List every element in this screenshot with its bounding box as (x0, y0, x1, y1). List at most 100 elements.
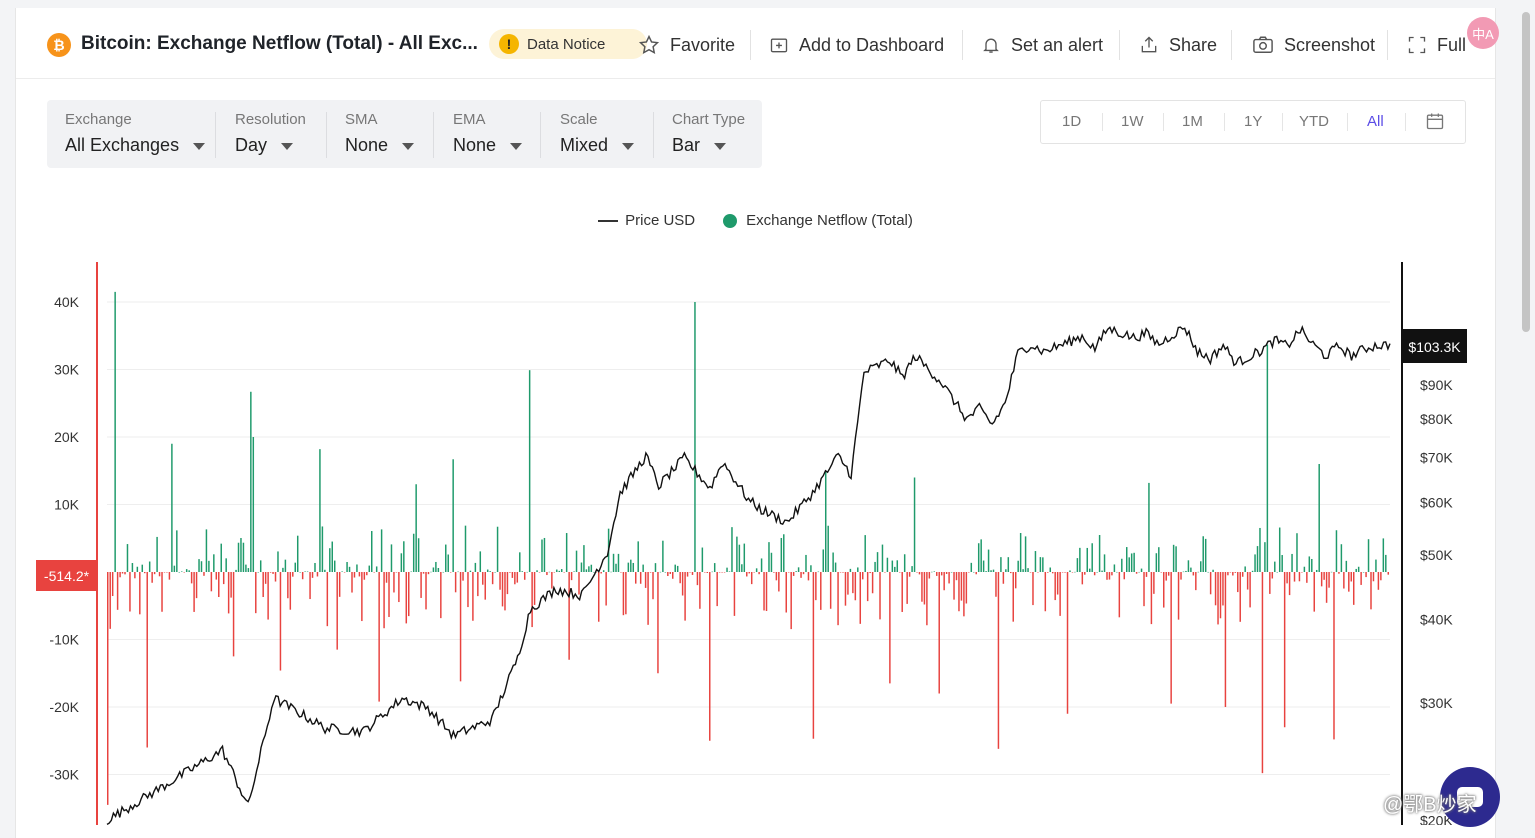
netflow-bar (1108, 572, 1111, 580)
netflow-bar (723, 572, 726, 573)
range-1w-button[interactable]: 1W (1121, 113, 1144, 130)
netflow-bar (304, 571, 306, 572)
chat-button[interactable] (1440, 767, 1500, 827)
netflow-bar (309, 572, 311, 600)
netflow-bar (854, 572, 857, 601)
netflow-bar (420, 572, 422, 598)
fullscreen-button[interactable]: Full (1407, 32, 1466, 58)
netflow-bar (1264, 542, 1266, 572)
netflow-bar (523, 572, 526, 580)
netflow-bar (250, 391, 252, 572)
netflow-bar (642, 564, 644, 572)
netflow-bar (1049, 567, 1051, 572)
netflow-bar (338, 572, 341, 597)
data-notice-button[interactable]: ! Data Notice (489, 29, 647, 59)
range-ytd-button[interactable]: YTD (1299, 113, 1329, 130)
legend-item-netflow[interactable]: Exchange Netflow (Total) (723, 212, 913, 229)
netflow-bar (679, 572, 681, 584)
range-1y-button[interactable]: 1Y (1244, 113, 1263, 130)
calendar-icon[interactable] (1425, 111, 1445, 131)
screenshot-button[interactable]: Screenshot (1252, 32, 1375, 58)
control-value: Day (235, 135, 268, 155)
legend-item-price[interactable]: Price USD (598, 212, 695, 229)
set-alert-button[interactable]: Set an alert (981, 32, 1103, 58)
netflow-bar (672, 572, 674, 579)
netflow-bar (408, 572, 410, 617)
netflow-bar (699, 572, 701, 609)
netflow-bar (1111, 572, 1113, 576)
netflow-bar (496, 526, 499, 572)
share-icon (1141, 36, 1157, 53)
range-all-button[interactable]: All (1367, 113, 1384, 130)
netflow-bar (541, 539, 543, 572)
netflow-bar (242, 542, 245, 572)
netflow-bar (824, 470, 827, 572)
netflow-bar (938, 572, 940, 694)
netflow-bar (775, 572, 778, 581)
netflow-bar (1034, 551, 1037, 572)
netflow-bar (765, 572, 768, 612)
netflow-bar (116, 572, 119, 610)
caret-down-icon (281, 142, 294, 150)
netflow-bar (1042, 557, 1044, 572)
netflow-bar (1007, 557, 1010, 572)
netflow-bar (462, 572, 464, 581)
left-axis-tick-label: -20K (49, 699, 79, 715)
netflow-bar (664, 572, 667, 573)
netflow-bar (881, 544, 884, 572)
netflow-bar (1121, 558, 1123, 572)
netflow-bar (109, 572, 111, 629)
netflow-bar (923, 572, 926, 605)
netflow-bar (136, 566, 139, 572)
netflow-bar (257, 572, 259, 573)
range-1d-button[interactable]: 1D (1062, 113, 1082, 130)
netflow-bar (990, 570, 992, 572)
netflow-bar (617, 553, 620, 572)
netflow-bar (144, 572, 146, 574)
share-button[interactable]: Share (1139, 32, 1217, 58)
netflow-bar (1261, 572, 1264, 774)
netflow-bar (1165, 572, 1167, 581)
netflow-bar (225, 558, 227, 572)
scrollbar[interactable] (1522, 12, 1530, 332)
netflow-bar (728, 571, 731, 572)
netflow-bar (1027, 568, 1029, 572)
netflow-bar (107, 572, 109, 805)
toolbar: ₿ Bitcoin: Exchange Netflow (Total) - Al… (16, 8, 1495, 79)
netflow-bar (859, 572, 862, 624)
favorite-button[interactable]: Favorite (638, 32, 735, 58)
netflow-bar (580, 562, 583, 572)
add-to-dashboard-button[interactable]: Add to Dashboard (769, 32, 944, 58)
netflow-bar (748, 572, 750, 574)
netflow-bar (163, 572, 166, 573)
netflow-bar (1338, 572, 1340, 574)
netflow-bar (982, 560, 985, 572)
range-1m-button[interactable]: 1M (1182, 113, 1203, 130)
netflow-bar (1167, 572, 1170, 576)
avatar[interactable]: 中A (1467, 17, 1499, 49)
netflow-bar (918, 572, 921, 575)
netflow-bar (262, 572, 264, 598)
netflow-bar (546, 572, 548, 576)
netflow-bar (553, 572, 556, 573)
netflow-bar (780, 537, 783, 572)
netflow-bar (792, 572, 795, 576)
netflow-bar (531, 572, 533, 628)
netflow-bar (1222, 572, 1224, 606)
netflow-bar (151, 572, 153, 583)
netflow-bar (543, 537, 546, 572)
netflow-bar (509, 572, 511, 573)
netflow-bar (398, 572, 400, 603)
netflow-bar (395, 572, 398, 573)
netflow-bar (447, 554, 449, 572)
netflow-bar (686, 572, 689, 577)
netflow-bar (198, 559, 200, 572)
netflow-bar (1315, 569, 1318, 572)
netflow-bar (936, 572, 938, 576)
netflow-bar (985, 571, 987, 572)
netflow-bar (410, 571, 412, 573)
netflow-bar (926, 572, 928, 626)
netflow-bar (886, 557, 889, 572)
netflow-bar (575, 550, 578, 572)
